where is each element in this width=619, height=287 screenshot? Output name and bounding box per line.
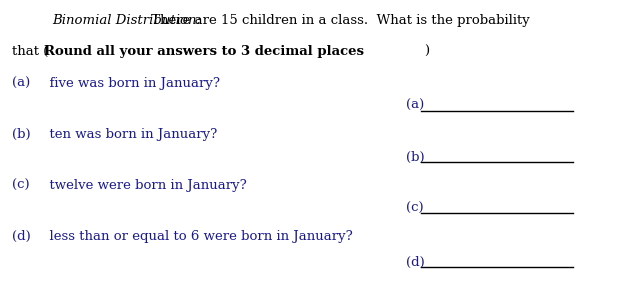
Text: that (: that ( [12, 45, 48, 59]
Text: (c): (c) [12, 179, 30, 192]
Text: twelve were born in January?: twelve were born in January? [41, 179, 246, 192]
Text: Binomial Distribution:: Binomial Distribution: [52, 14, 201, 27]
Text: (d): (d) [12, 230, 31, 243]
Text: less than or equal to 6 were born in January?: less than or equal to 6 were born in Jan… [41, 230, 352, 243]
Text: (d): (d) [407, 256, 425, 269]
Text: Round all your answers to 3 decimal places: Round all your answers to 3 decimal plac… [45, 45, 364, 59]
Text: There are 15 children in a class.  What is the probability: There are 15 children in a class. What i… [147, 14, 530, 27]
Text: (a): (a) [407, 100, 425, 113]
Text: (a): (a) [12, 77, 30, 90]
Text: (b): (b) [407, 151, 425, 164]
Text: (b): (b) [12, 128, 31, 141]
Text: five was born in January?: five was born in January? [41, 77, 220, 90]
Text: ten was born in January?: ten was born in January? [41, 128, 217, 141]
Text: ): ) [424, 45, 430, 59]
Text: (c): (c) [407, 202, 424, 215]
